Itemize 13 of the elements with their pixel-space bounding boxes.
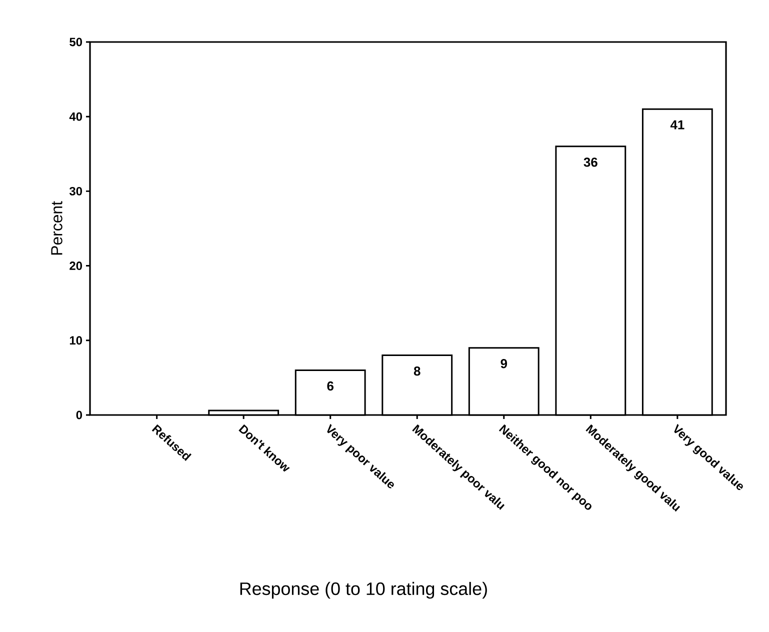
y-tick-label: 0 [76, 410, 82, 420]
data-label: 6 [327, 381, 334, 391]
y-tick-label: 40 [69, 112, 82, 121]
y-tick-label: 10 [70, 336, 82, 345]
data-label: 9 [500, 359, 508, 368]
y-axis-title: Percent [51, 201, 62, 255]
y-tick-label: 20 [70, 262, 82, 270]
data-label: 36 [584, 158, 598, 167]
data-label: 8 [414, 366, 420, 376]
data-label: 41 [670, 120, 684, 130]
y-tick-label: 50 [70, 38, 82, 46]
x-axis-title: Response (0 to 10 rating scale) [240, 582, 487, 599]
y-tick-label: 30 [69, 186, 82, 196]
